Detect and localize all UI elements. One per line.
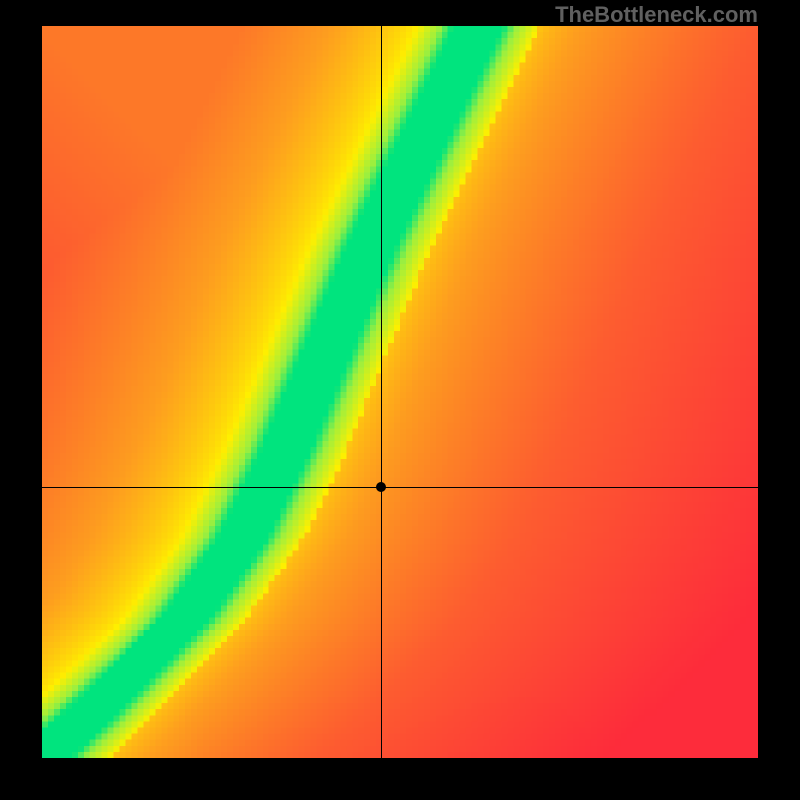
heatmap-canvas bbox=[42, 26, 758, 758]
watermark-text: TheBottleneck.com bbox=[555, 2, 758, 28]
crosshair-horizontal bbox=[42, 487, 758, 488]
chart-container: TheBottleneck.com bbox=[0, 0, 800, 800]
crosshair-vertical bbox=[381, 26, 382, 758]
